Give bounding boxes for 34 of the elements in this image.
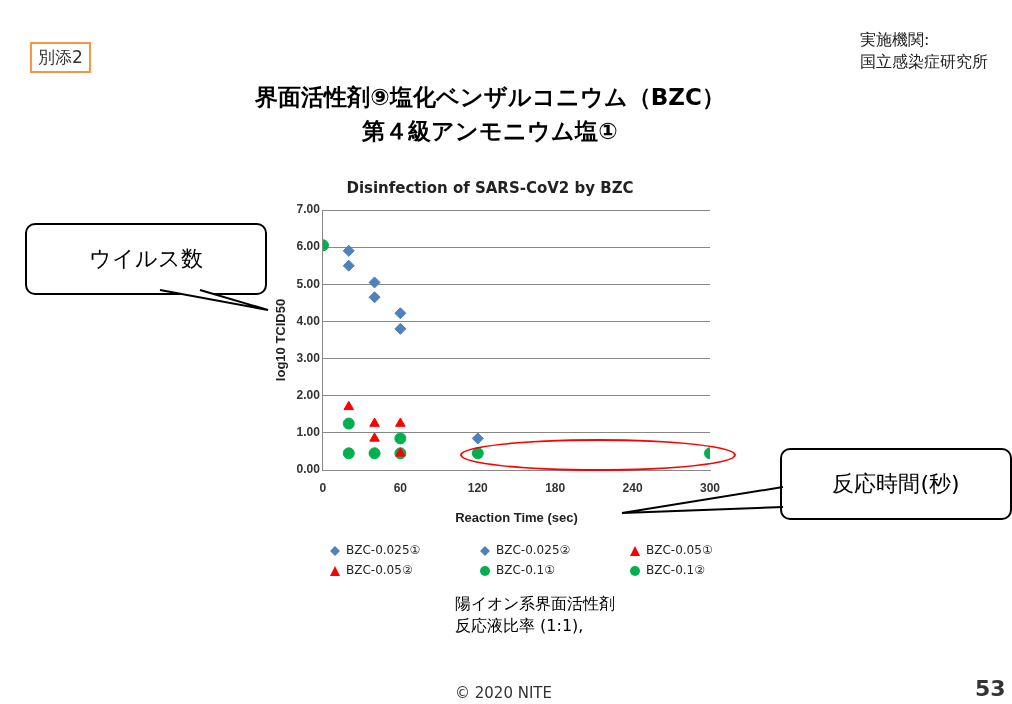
legend-label: BZC-0.05① xyxy=(646,543,713,557)
legend-label: BZC-0.05② xyxy=(346,563,413,577)
text: 別添2 xyxy=(30,42,91,73)
chart-title: Disinfection of SARS-CoV2 by BZC xyxy=(346,178,634,197)
x-tick-label: 120 xyxy=(467,480,489,495)
text: 国立感染症研究所 xyxy=(860,52,988,73)
y-tick-label: 1.00 xyxy=(296,425,321,440)
text: 実施機関: xyxy=(860,30,930,51)
text: ウイルス数 xyxy=(25,223,267,295)
text: 反応時間(秒) xyxy=(780,448,1012,520)
x-tick-label: 240 xyxy=(622,480,643,495)
text: 陽イオン系界面活性剤 xyxy=(455,594,615,615)
x-tick-label: 300 xyxy=(699,480,721,495)
y-tick-label: 0.00 xyxy=(296,462,321,477)
y-tick-label: 6.00 xyxy=(296,239,321,254)
x-tick-label: 0 xyxy=(319,480,327,495)
y-tick-label: 2.00 xyxy=(296,388,321,403)
legend-label: BZC-0.025① xyxy=(346,543,421,557)
y-tick-label: 4.00 xyxy=(296,313,321,328)
legend-label: BZC-0.1① xyxy=(496,563,556,577)
text: © 2020 NITE xyxy=(455,684,552,702)
text: 反応液比率 (1:1), xyxy=(455,616,584,637)
text: 界面活性剤⑨塩化ベンザルコニウム（BZC） xyxy=(254,83,726,112)
y-tick-label: 5.00 xyxy=(296,276,321,291)
y-tick-label: 3.00 xyxy=(296,350,321,365)
x-tick-label: 180 xyxy=(545,480,566,495)
x-axis-title: Reaction Time (sec) xyxy=(455,509,578,525)
y-axis-title: log10 TCID50 xyxy=(273,298,289,382)
legend-label: BZC-0.025② xyxy=(496,543,571,557)
text: 53 xyxy=(975,676,1006,701)
legend-label: BZC-0.1② xyxy=(646,563,706,577)
text: 第４級アンモニウム塩① xyxy=(361,117,619,146)
y-tick-label: 7.00 xyxy=(296,202,321,217)
x-tick-label: 60 xyxy=(393,480,408,495)
